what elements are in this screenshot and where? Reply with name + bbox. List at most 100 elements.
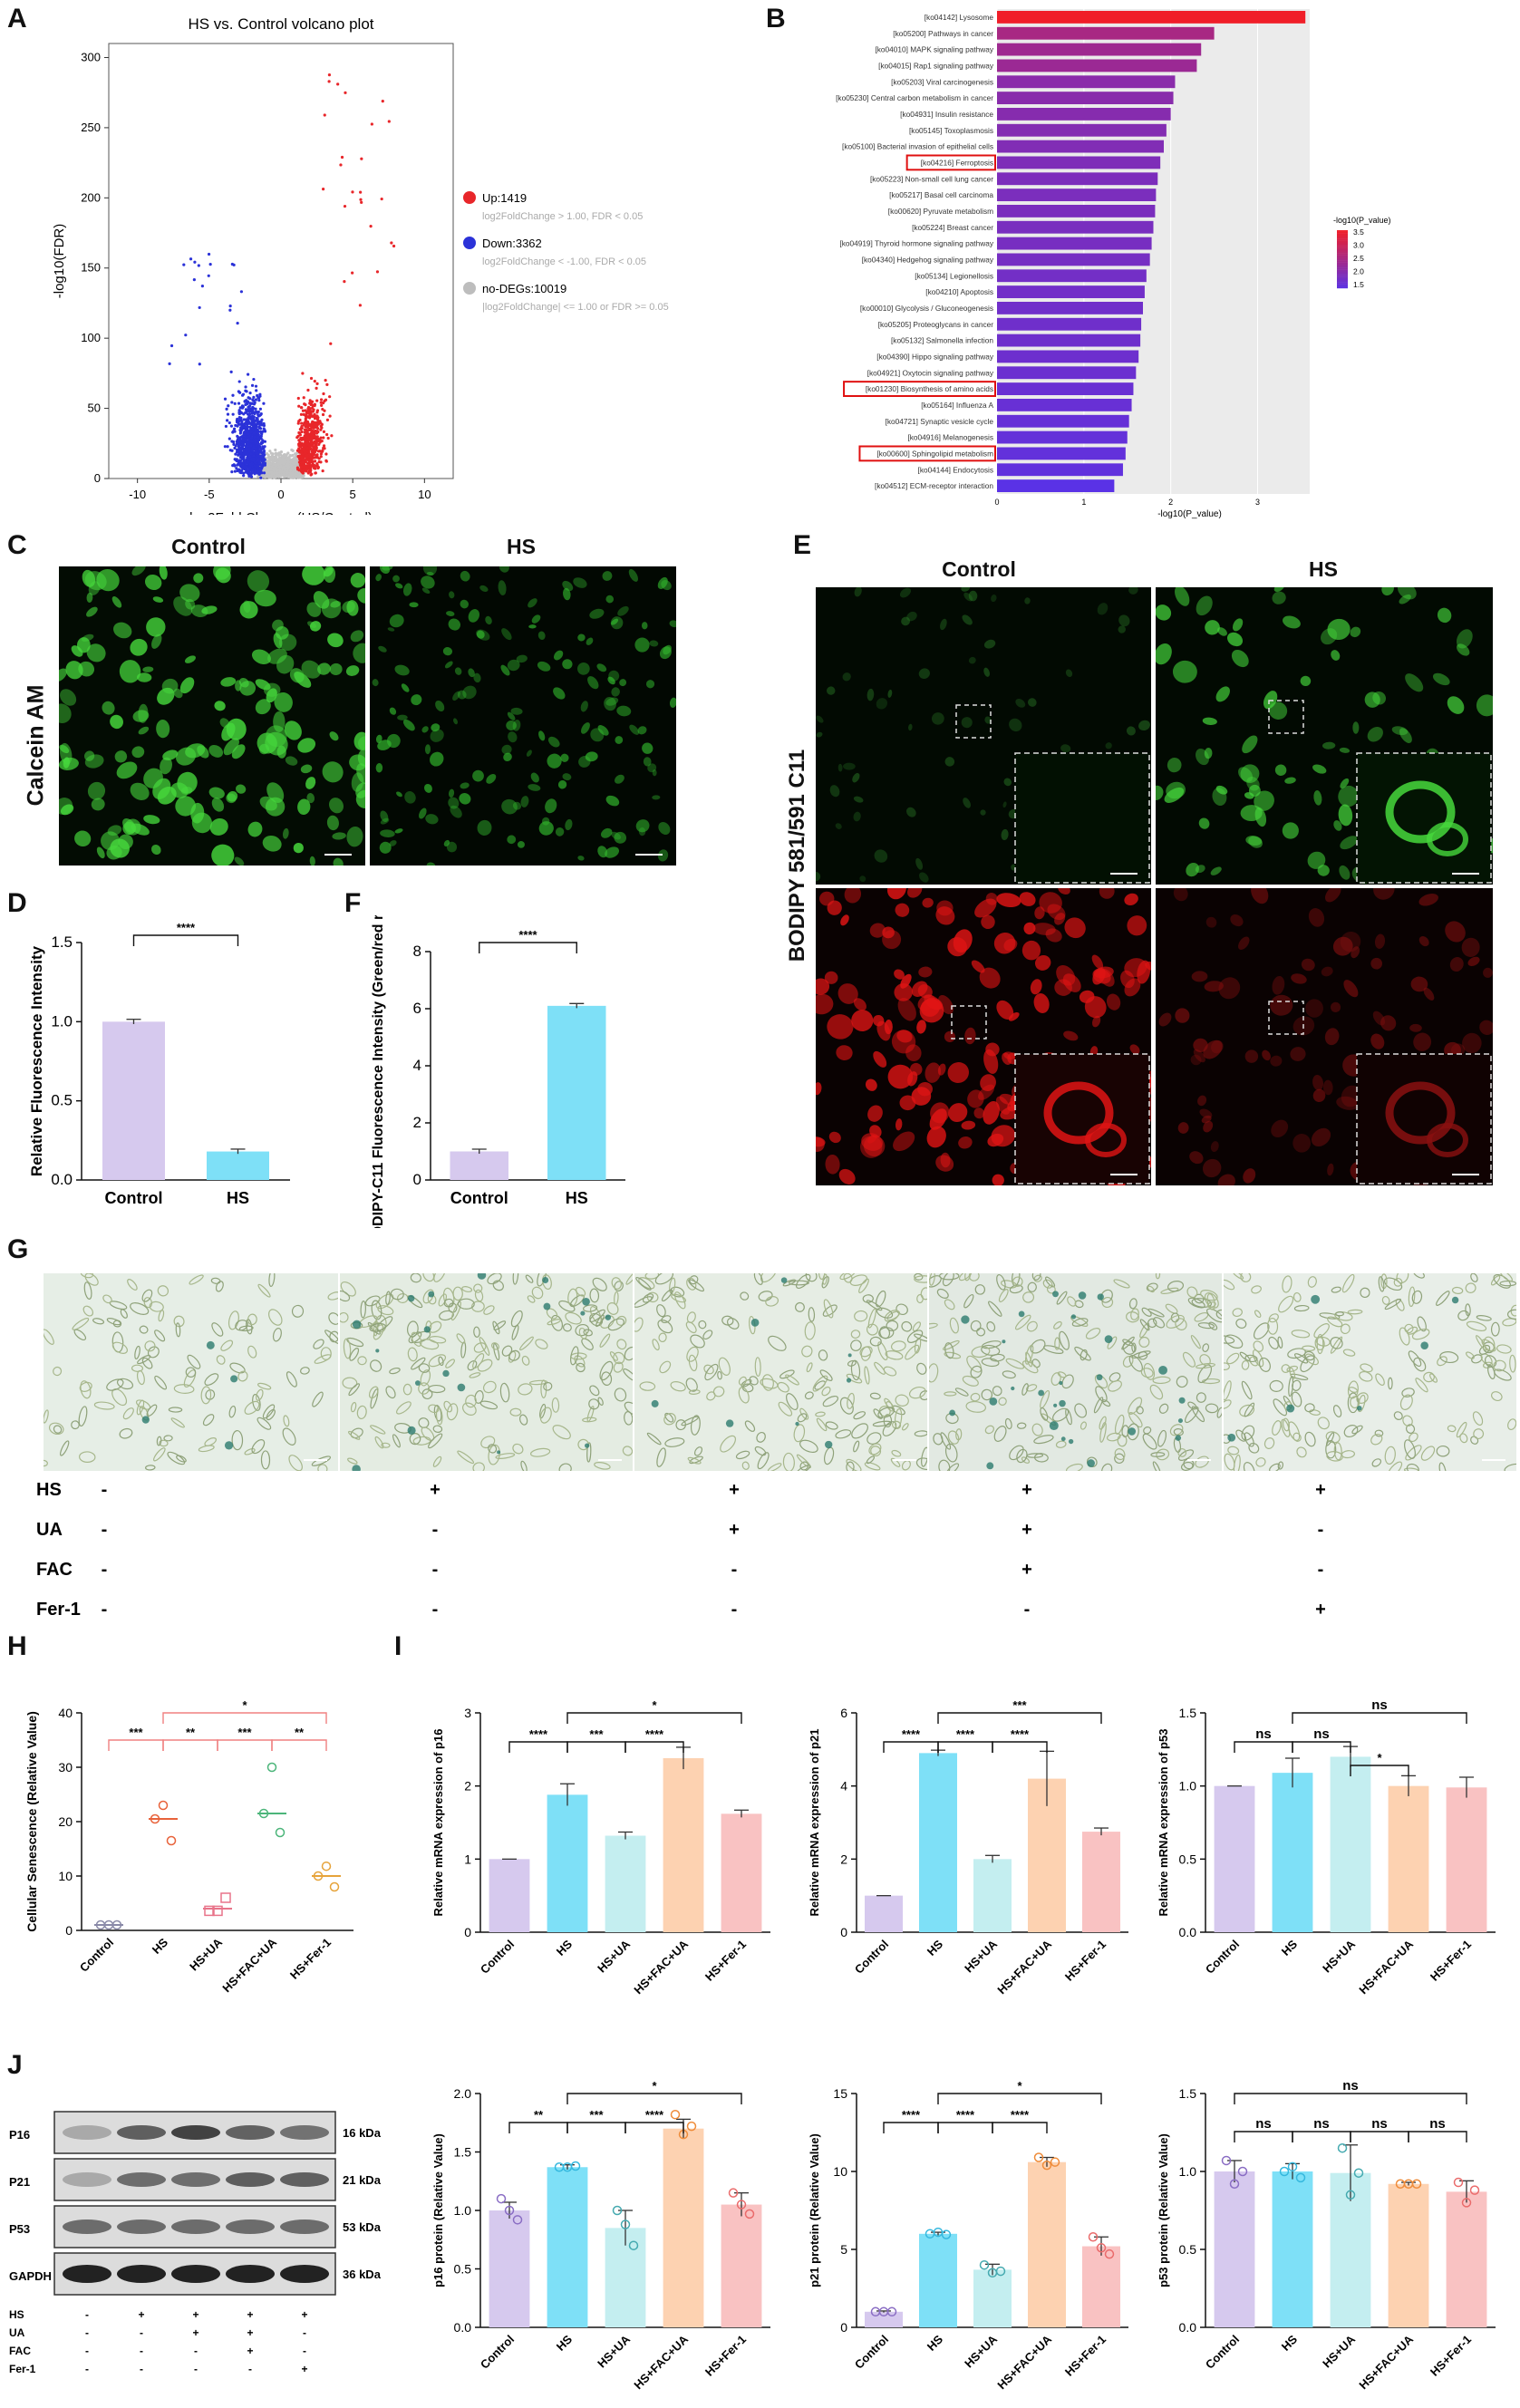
cell [1091, 1015, 1101, 1028]
y-tick-label: 20 [58, 1814, 73, 1829]
down-point [254, 464, 257, 469]
cell [590, 728, 605, 742]
up-point [301, 460, 305, 464]
up-point [309, 401, 313, 405]
cell [1202, 1343, 1210, 1352]
cell [735, 1450, 750, 1460]
cell [1410, 976, 1428, 992]
cell [553, 687, 566, 700]
cell [1408, 1350, 1422, 1368]
cell [623, 1368, 633, 1382]
cell [348, 1383, 360, 1397]
cell [211, 1322, 224, 1337]
cell [113, 622, 132, 639]
cell [885, 1350, 904, 1360]
cell [448, 618, 461, 631]
sig-bracket [217, 1739, 273, 1751]
cell [468, 668, 475, 678]
kegg-bar [997, 366, 1137, 380]
cell [1277, 1461, 1284, 1470]
cell [935, 906, 955, 925]
cell [443, 839, 450, 846]
down-point [243, 433, 247, 437]
cell [1418, 936, 1429, 947]
kegg-term-label: [ko04721] Synaptic vesicle cycle [886, 417, 994, 426]
x-tick-label: 1 [1081, 498, 1086, 507]
sig-label: **** [529, 1727, 548, 1741]
cell [1336, 1096, 1360, 1110]
cell [912, 1321, 921, 1332]
cell [896, 1303, 908, 1316]
cell [985, 1042, 1000, 1057]
cell [552, 1425, 571, 1440]
cell [842, 672, 851, 682]
legend-gradient-step [1337, 285, 1348, 287]
cell [1472, 1411, 1484, 1426]
cell [1149, 1384, 1164, 1400]
blot-band [171, 2125, 220, 2140]
cell [80, 1380, 92, 1399]
cell [850, 1339, 862, 1351]
cell [1030, 1339, 1046, 1354]
bgal-stain [1018, 1310, 1025, 1318]
cell [1378, 1276, 1385, 1292]
cell [674, 1291, 686, 1310]
down-point [259, 434, 263, 438]
down-point [252, 377, 256, 382]
cell [252, 1394, 261, 1411]
bgal-stain [414, 1380, 421, 1386]
cell [175, 796, 196, 817]
cell [816, 715, 824, 723]
cell [1195, 1455, 1209, 1468]
kegg-term-label: [ko05224] Breast cancer [912, 223, 993, 232]
cell [1466, 1320, 1487, 1331]
cell [312, 1391, 324, 1407]
cell [44, 1459, 48, 1467]
cell [1147, 1308, 1165, 1318]
cell [940, 1432, 952, 1450]
data-bar [102, 1021, 165, 1180]
cell [828, 1131, 841, 1144]
cell [1371, 1458, 1382, 1467]
up-point [315, 399, 319, 402]
bgal-stain [780, 1277, 788, 1283]
cell [646, 1291, 659, 1303]
legend-gradient-step [1337, 274, 1348, 276]
sig-bracket [479, 942, 577, 953]
cell [262, 1404, 276, 1419]
cell [477, 1359, 493, 1372]
legend-gradient-step [1337, 269, 1348, 271]
cell [1374, 1429, 1384, 1437]
cell [79, 1381, 92, 1392]
up-point [343, 280, 346, 284]
cell [944, 1443, 958, 1463]
nodeg-point [291, 476, 295, 479]
cell [1263, 1437, 1275, 1449]
zoom-box [955, 704, 992, 739]
cell [329, 731, 339, 741]
down-point [241, 424, 246, 429]
cell [1152, 1317, 1166, 1329]
cell [409, 602, 419, 608]
legend-gradient-step [1337, 267, 1348, 270]
kegg-term-label: [ko04015] Rap1 signaling pathway [878, 61, 994, 70]
cell [396, 1401, 411, 1415]
cell [954, 1388, 969, 1397]
cell [1113, 1279, 1130, 1289]
cell [488, 1444, 498, 1454]
cell [652, 795, 661, 800]
up-point [301, 458, 305, 461]
nodeg-point [293, 467, 296, 470]
down-point [182, 263, 186, 266]
cell [1302, 1345, 1316, 1351]
cell [1064, 917, 1086, 939]
cell [1230, 914, 1244, 927]
down-point [240, 463, 245, 467]
cell [538, 730, 546, 741]
cell [507, 659, 520, 672]
cell [847, 1392, 855, 1409]
kegg-bar [997, 189, 1157, 201]
cell [487, 1273, 502, 1285]
bgal-stain [1052, 1291, 1059, 1298]
cell [83, 1281, 92, 1300]
